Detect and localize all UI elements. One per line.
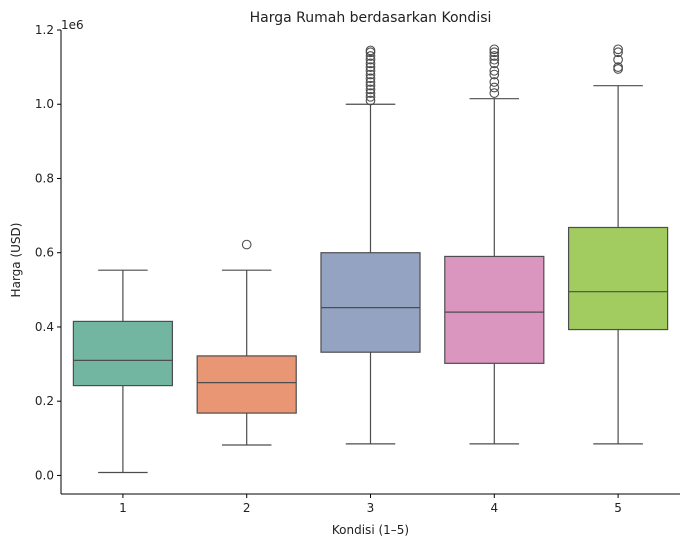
plot-area	[72, 44, 669, 474]
x-axis: 1 2 3 4 5	[61, 493, 680, 515]
outlier-point	[613, 44, 623, 55]
box-category-3	[320, 45, 421, 445]
y-axis: 0.0 0.2 0.4 0.6 0.8 1.0 1.2	[35, 23, 62, 494]
y-tick-label: 0.8	[35, 171, 54, 185]
outlier-point	[365, 91, 376, 102]
x-tick-label: 5	[614, 501, 622, 515]
outlier-point	[489, 47, 500, 58]
outlier-point	[365, 65, 376, 76]
x-tick-label: 2	[243, 501, 251, 515]
outlier-point	[365, 54, 376, 65]
box-category-5	[567, 44, 669, 445]
outlier-point	[489, 58, 500, 69]
outlier-point	[365, 45, 376, 56]
x-tick-label: 1	[119, 501, 127, 515]
iqr-box	[196, 355, 297, 414]
outlier-point	[365, 88, 376, 98]
x-tick-label: 3	[367, 501, 375, 515]
y-tick-label: 0.0	[35, 468, 54, 482]
outlier-point	[489, 65, 500, 76]
y-axis-offset-label: 1e6	[61, 18, 84, 32]
chart-title: Harga Rumah berdasarkan Kondisi	[250, 10, 492, 26]
outlier-point	[489, 69, 500, 80]
outlier-point	[489, 54, 500, 65]
outlier-point	[489, 77, 500, 87]
outlier-point	[489, 88, 500, 98]
iqr-box	[567, 226, 669, 331]
y-tick-label: 0.2	[35, 394, 54, 408]
y-axis-title: Harga (USD)	[9, 223, 23, 298]
x-axis-title: Kondisi (1–5)	[332, 523, 409, 537]
box-category-2	[196, 239, 297, 446]
outlier-point	[489, 82, 500, 93]
outlier-point	[613, 47, 623, 58]
y-tick-label: 0.6	[35, 246, 54, 260]
outlier-point	[613, 54, 623, 65]
y-tick-label: 1.2	[35, 23, 54, 37]
outlier-point	[365, 73, 376, 84]
y-tick-label: 1.0	[35, 97, 54, 111]
outlier-point	[365, 58, 376, 69]
iqr-box	[72, 320, 174, 387]
outlier-point	[365, 77, 376, 87]
iqr-box	[320, 252, 421, 353]
outlier-point	[613, 62, 623, 72]
box-category-1	[72, 269, 174, 474]
outlier-point	[365, 51, 376, 61]
outlier-point	[365, 84, 376, 95]
iqr-box	[444, 255, 545, 364]
outlier-point	[489, 51, 500, 61]
x-tick-label: 4	[490, 501, 498, 515]
outlier-point	[613, 64, 623, 74]
y-tick-label: 0.4	[35, 320, 54, 334]
outlier-point	[365, 80, 376, 91]
outlier-point	[241, 239, 252, 250]
outlier-point	[489, 44, 500, 55]
box-category-4	[444, 44, 545, 445]
outlier-point	[365, 69, 376, 80]
outlier-point	[365, 95, 376, 106]
outlier-point	[365, 62, 376, 72]
